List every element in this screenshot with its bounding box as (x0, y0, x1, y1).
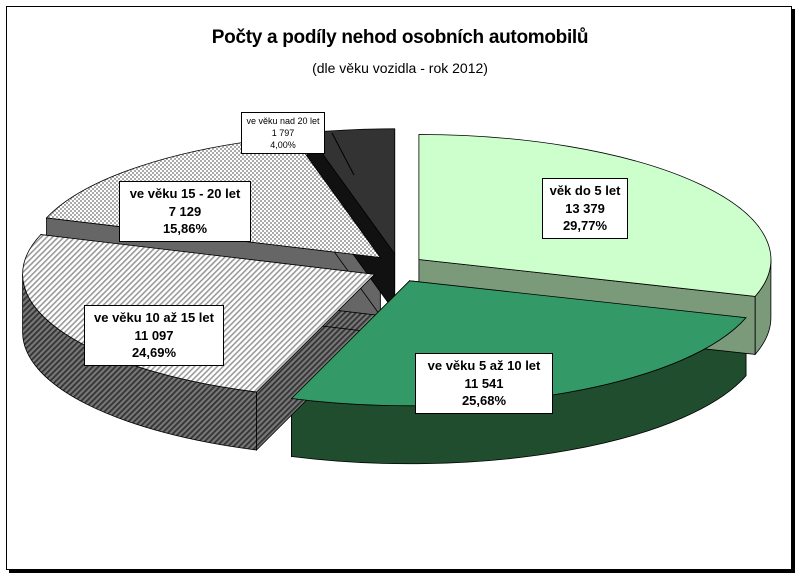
label-15-20-value: 7 129 (168, 203, 202, 219)
label-10-15: ve věku 10 až 15 let 11 097 24,69% (84, 305, 224, 366)
label-under-5-percent: 29,77% (562, 218, 608, 234)
label-15-20: ve věku 15 - 20 let 7 129 15,86% (119, 181, 251, 242)
label-10-15-title: ve věku 10 až 15 let (94, 310, 214, 325)
label-5-10: ve věku 5 až 10 let 11 541 25,68% (415, 353, 553, 414)
label-over-20-value: 1 797 (271, 128, 295, 139)
label-over-20-percent: 4,00% (270, 140, 296, 151)
label-over-20: ve věku nad 20 let 1 797 4,00% (241, 112, 325, 155)
slice-5-10 (290, 280, 747, 407)
chart-title: Počty a podíly nehod osobních automobilů (211, 27, 589, 48)
label-over-20-title: ve věku nad 20 let (246, 116, 320, 126)
label-under-5: věk do 5 let 13 379 29,77% (542, 178, 628, 239)
label-10-15-percent: 24,69% (131, 345, 177, 361)
label-10-15-value: 11 097 (134, 327, 174, 343)
label-15-20-percent: 15,86% (162, 221, 208, 237)
label-under-5-title: věk do 5 let (549, 183, 621, 198)
label-5-10-value: 11 541 (464, 375, 504, 391)
leader-line (331, 132, 355, 176)
label-under-5-value: 13 379 (565, 200, 605, 216)
chart-subtitle: (dle věku vozidla - rok 2012) (312, 60, 488, 76)
label-5-10-title: ve věku 5 až 10 let (427, 358, 541, 373)
label-15-20-title: ve věku 15 - 20 let (129, 186, 241, 201)
label-5-10-percent: 25,68% (461, 393, 507, 409)
